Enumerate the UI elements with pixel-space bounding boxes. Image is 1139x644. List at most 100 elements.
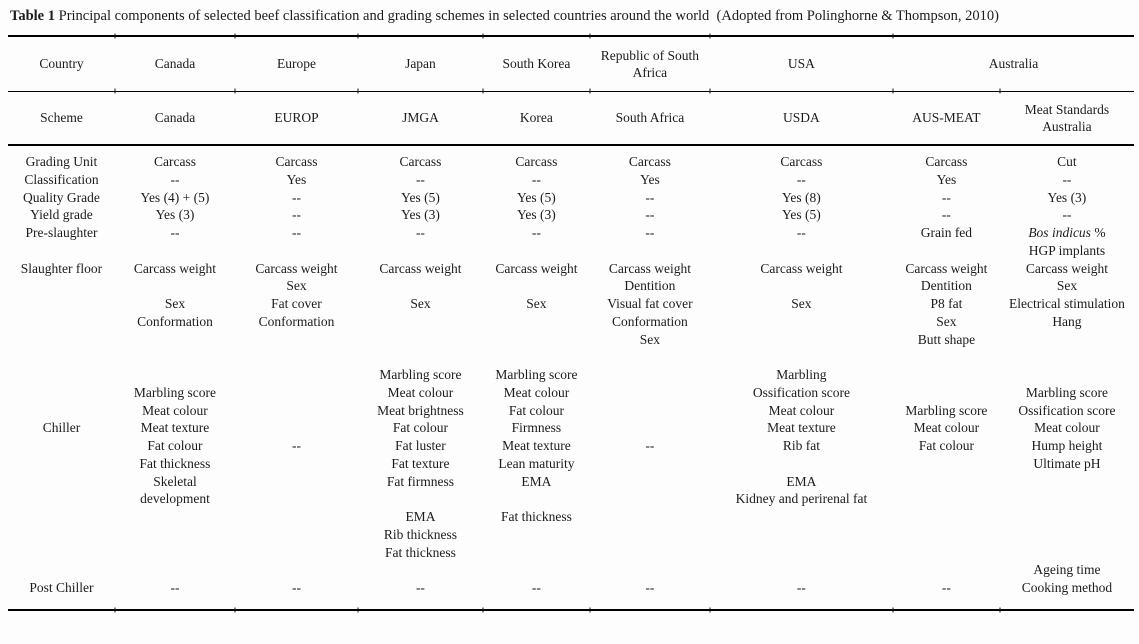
cell-yield-grade-col1: Yes (3) [115,206,235,224]
cell-line [359,561,482,579]
cell-line [9,366,114,384]
cell-line: Butt shape [917,331,976,347]
cell-line: Kidney and perirenal fat [735,491,868,507]
cell-line: -- [796,225,806,240]
scheme-aus-meat: AUS-MEAT [892,91,1000,146]
cell-line: Fat colour [918,438,974,453]
cell-slaughter-floor-col6: Carcass weight Sex [710,260,893,367]
cell-slaughter-floor-col1: Carcass weight Sex Conformation [115,260,235,367]
table-row-post-chiller: Post Chiller -- -- -- -- -- -- -- Ageing … [8,561,1134,611]
scheme-south-africa: South Africa [589,91,710,146]
cell-line: -- [645,207,655,223]
cell-line: Yes (3) [517,207,556,223]
cell-line: -- [531,580,541,595]
rule-tick [114,88,116,94]
rule-tick [357,607,359,613]
cell-line: Yes (8) [782,189,821,205]
rule-tick [482,88,484,94]
rule-tick [482,33,484,39]
cell-slaughter-floor-col3: Carcass weight Sex [358,260,483,367]
cell-line: Conformation [258,313,335,329]
cell-line [9,561,114,579]
cell-line: Meat brightness [377,402,464,418]
country-south-korea: South Korea [482,35,590,92]
cell-line: Ultimate pH [1033,455,1101,471]
country-row-label: Country [8,35,115,92]
cell-line [9,384,114,402]
cell-yield-grade-col3: Yes (3) [358,206,483,224]
cell-slaughter-floor-col4: Carcass weight Sex [483,260,590,367]
cell-line: Slaughter floor [20,260,103,276]
table-row-chiller: Chiller Marbling score Meat colour Meat te… [8,366,1134,561]
cell-line: -- [645,225,655,240]
cell-line: Meat colour [503,384,570,400]
country-canada: Canada [114,35,235,92]
cell-line: -- [796,580,806,595]
cell-line [894,561,999,579]
cell-pre-slaughter-col2: -- [235,224,358,260]
cell-line: -- [415,171,425,187]
cell-pre-slaughter-col5: -- [590,224,710,260]
cell-line: Carcass weight [608,260,691,276]
cell-line: Dentition [920,278,972,294]
cell-line [236,402,357,420]
row-label-post-chiller: Post Chiller [8,561,115,611]
cell-line: Meat colour [1034,420,1100,436]
rule-tick [357,33,359,39]
cell-line: Carcass [153,154,196,169]
cell-pre-slaughter-col1: -- [115,224,235,260]
cell-slaughter-floor-col7: Carcass weight Dentition P8 fat Sex Butt sha… [893,260,1000,367]
cell-line: -- [291,207,301,223]
cell-line: EMA [405,509,436,524]
cell-pre-slaughter-col8: Bos indicus % HGP implants [1000,224,1134,260]
cell-line: -- [291,225,301,240]
cell-line: -- [291,438,301,453]
cell-post-chiller-col6: -- [709,561,893,611]
cell-line: -- [941,189,951,205]
cell-line: -- [415,225,425,240]
cell-line: Fat texture [391,455,450,471]
cell-pre-slaughter-col3: -- [358,224,483,260]
cell-line: Yes (3) [1047,189,1087,205]
cell-classification-col3: -- [358,171,483,189]
table-row-pre-slaughter: Pre-slaughter -- -- -- -- -- -- Grain fed Bos in… [8,224,1134,260]
cell-line: Visual fat cover [607,296,693,311]
cell-line: Fat colour [147,438,203,453]
cell-quality-grade-col8: Yes (3) [1000,189,1134,207]
cell-line: Lean maturity [498,455,575,471]
rule-tick [892,33,894,39]
cell-line: -- [941,580,951,595]
cell-line: Fat thickness [385,544,456,560]
cell-line: Yes (5) [517,189,556,205]
cell-line: Chiller [42,420,81,436]
cell-line: Fat colour [392,420,448,436]
cell-line: Pre-slaughter [25,225,98,240]
cell-line: Yes [640,171,660,187]
cell-line: -- [941,207,951,223]
rule-tick [999,607,1001,613]
cell-post-chiller-col3: -- [357,561,483,611]
cell-line: Carcass weight [255,260,338,276]
row-label-pre-slaughter: Pre-slaughter [8,224,115,260]
cell-line: Carcass weight [760,260,843,276]
cell-line: Yes (5) [401,189,440,205]
cell-line: Conformation [137,313,213,329]
cell-line: Yes (3) [155,207,195,223]
scheme-msa: Meat Standards Australia [999,91,1134,146]
cell-chiller-col5: -- [590,366,710,561]
document-page: Table 1 Principal components of selected… [0,6,1139,613]
cell-line [591,561,709,579]
country-header-row: Country Canada Europe Japan South Korea … [8,35,1134,92]
cell-line [236,419,357,437]
cell-line: Yes [936,171,957,187]
cell-line: -- [531,171,541,187]
table-caption: Table 1 Principal components of selected… [10,6,1129,26]
cell-line: Fat thickness [500,509,572,524]
rule-tick [482,607,484,613]
cell-chiller-col6: Marbling Ossification score Meat colour Mea… [710,366,893,561]
cell-pre-slaughter-col6: -- [710,224,893,260]
rule-tick [709,33,711,39]
cell-line: Carcass [780,154,823,169]
cell-line: -- [415,580,425,595]
cell-line: HGP implants [1028,242,1106,258]
